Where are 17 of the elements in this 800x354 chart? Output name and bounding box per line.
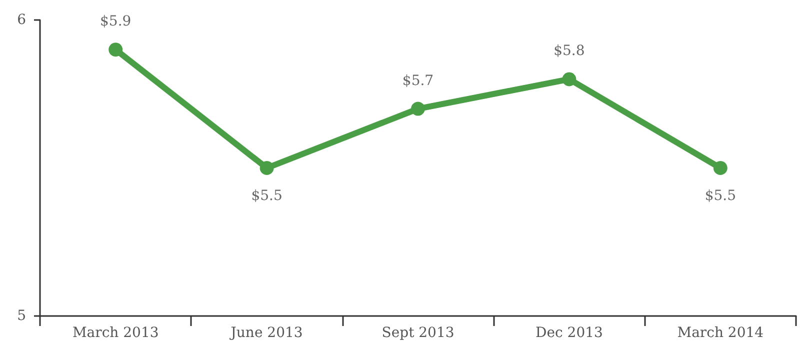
x-tick-label: March 2014 — [677, 325, 764, 341]
data-label: $5.7 — [402, 72, 434, 89]
x-tick-label: Dec 2013 — [535, 325, 603, 341]
x-tick-label: Sept 2013 — [382, 325, 454, 341]
x-tick-label: March 2013 — [72, 325, 159, 341]
point — [713, 161, 728, 175]
point — [260, 161, 274, 175]
y-tick-label: 5 — [17, 308, 26, 324]
data-label: $5.8 — [554, 43, 585, 60]
point — [411, 102, 425, 116]
data-label: $5.5 — [704, 188, 736, 204]
data-label: $5.5 — [251, 188, 282, 204]
x-tick-label: June 2013 — [228, 325, 303, 341]
point — [108, 42, 123, 57]
y-tick-label: 6 — [17, 12, 26, 28]
point — [562, 72, 576, 86]
data-label: $5.9 — [100, 14, 132, 30]
